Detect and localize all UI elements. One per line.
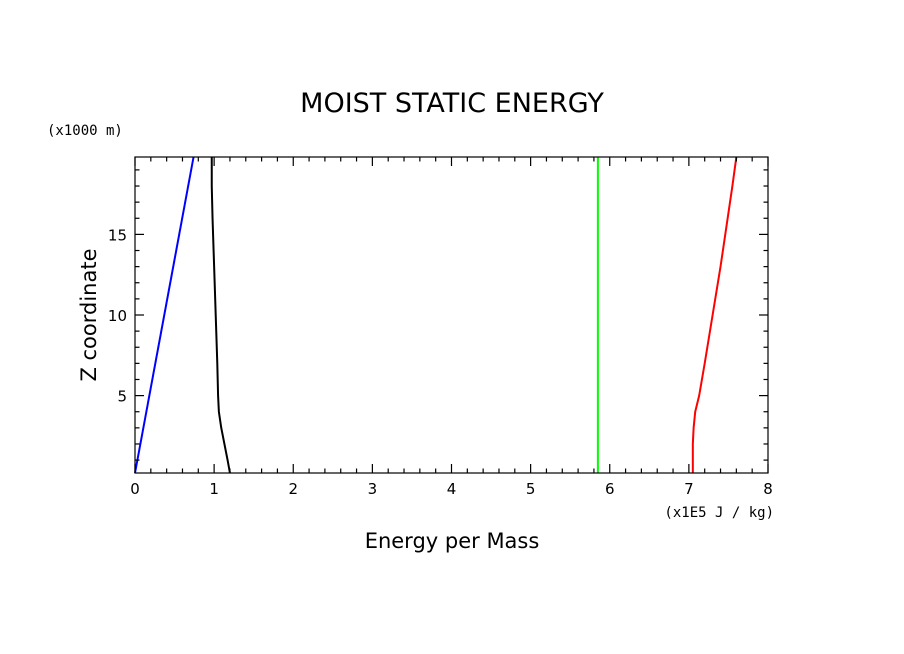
y-tick-label: 15	[108, 226, 127, 244]
plot-frame	[134, 156, 769, 474]
x-tick-label: 7	[684, 480, 694, 498]
y-axis-units: (x1000 m)	[47, 123, 123, 139]
x-tick-label: 1	[209, 480, 219, 498]
series-line-4	[691, 156, 738, 473]
plot-ticks	[134, 157, 769, 473]
x-tick-label: 0	[130, 480, 140, 498]
tick-labels: 0 1 2 3 4 5 6 7 8 5 10 15	[108, 226, 773, 498]
plot-lines	[134, 156, 738, 474]
x-tick-label: 3	[368, 480, 378, 498]
x-axis-units: (x1E5 J / kg)	[664, 505, 774, 521]
x-tick-label: 8	[763, 480, 773, 498]
series-line-2	[210, 157, 231, 474]
chart-title: MOIST STATIC ENERGY	[300, 88, 604, 119]
x-tick-label: 5	[526, 480, 536, 498]
y-tick-label: 10	[108, 307, 127, 325]
y-axis-label: Z coordinate	[77, 248, 101, 381]
x-tick-label: 4	[447, 480, 457, 498]
x-tick-label: 6	[605, 480, 615, 498]
series-line-1	[134, 156, 195, 474]
x-axis-label: Energy per Mass	[365, 529, 540, 553]
y-tick-label: 5	[117, 388, 127, 406]
x-tick-label: 2	[288, 480, 298, 498]
